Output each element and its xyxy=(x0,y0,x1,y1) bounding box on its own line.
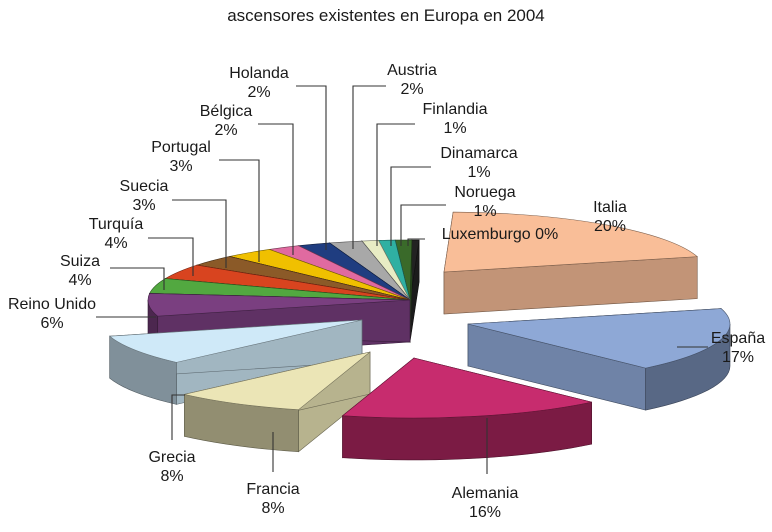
leader-line-suiza xyxy=(110,267,165,290)
leader-line-holanda xyxy=(296,85,327,250)
slice-value-suecia: 3% xyxy=(132,197,155,214)
slice-name-italia: Italia xyxy=(593,199,627,216)
slice-value-alemania: 16% xyxy=(469,504,501,521)
slice-value-grecia: 8% xyxy=(160,468,183,485)
slice-value-belgica: 2% xyxy=(214,122,237,139)
slice-value-reino-unido: 6% xyxy=(40,315,63,332)
slice-name-alemania: Alemania xyxy=(452,485,519,502)
slice-name-finlandia: Finlandia xyxy=(423,101,488,118)
slice-labels: Italia 20% España 17% Alemania 16% Francia 8% Gr… xyxy=(8,62,765,521)
slice-value-suiza: 4% xyxy=(68,272,91,289)
slice-name-reino-unido: Reino Unido xyxy=(8,296,96,313)
leader-line-noruega xyxy=(400,204,446,246)
slice-name-suecia: Suecia xyxy=(120,178,169,195)
slice-top-grecia xyxy=(108,319,363,363)
slice-value-francia: 8% xyxy=(261,500,284,517)
pie-slice-francia xyxy=(184,351,371,453)
slice-value-portugal: 3% xyxy=(169,158,192,175)
leader-line-grecia xyxy=(171,394,185,440)
leader-lines xyxy=(96,85,708,474)
slice-name-turquia: Turquía xyxy=(89,216,144,233)
leader-line-belgica xyxy=(258,123,294,255)
slice-top-reino-unido xyxy=(147,293,411,317)
leader-line-austria xyxy=(352,85,386,249)
slice-value-italia: 20% xyxy=(594,218,626,235)
slice-name-portugal: Portugal xyxy=(151,139,211,156)
pie-slice-italia xyxy=(443,211,698,315)
slice-value-espana: 17% xyxy=(722,349,754,366)
slice-top-francia xyxy=(184,351,371,411)
slice-name-holanda: Holanda xyxy=(229,65,289,82)
pie-slice-grecia xyxy=(108,319,363,405)
slice-value-noruega: 1% xyxy=(473,203,496,220)
chart-title: ascensores existentes en Europa en 2004 xyxy=(227,6,545,25)
slice-name-dinamarca: Dinamarca xyxy=(440,145,517,162)
slice-value-turquia: 4% xyxy=(104,235,127,252)
slice-top-espana xyxy=(467,308,731,369)
leader-line-finlandia xyxy=(376,123,415,246)
slice-value-holanda: 2% xyxy=(247,84,270,101)
slice-name-suiza: Suiza xyxy=(60,253,100,270)
slice-label-luxemburgo: Luxemburgo 0% xyxy=(442,226,559,243)
leader-line-turquia xyxy=(148,237,194,276)
slice-top-italia xyxy=(443,211,698,273)
slice-sides xyxy=(108,211,731,461)
slice-name-espana: España xyxy=(711,330,765,347)
slice-name-francia: Francia xyxy=(246,481,299,498)
pie-slice-alemania xyxy=(341,357,592,461)
leader-line-portugal xyxy=(219,159,260,262)
slice-name-noruega: Noruega xyxy=(454,184,515,201)
leader-line-luxemburgo xyxy=(407,238,425,246)
slice-name-austria: Austria xyxy=(387,62,437,79)
leader-line-suecia xyxy=(172,199,227,268)
slice-value-austria: 2% xyxy=(400,81,423,98)
slice-name-belgica: Bélgica xyxy=(200,103,253,120)
slice-top-alemania xyxy=(341,357,592,419)
leader-line-dinamarca xyxy=(390,166,431,246)
pie-slice-espana xyxy=(467,308,731,411)
slice-value-dinamarca: 1% xyxy=(467,164,490,181)
slice-name-grecia: Grecia xyxy=(148,449,195,466)
slice-value-finlandia: 1% xyxy=(443,120,466,137)
